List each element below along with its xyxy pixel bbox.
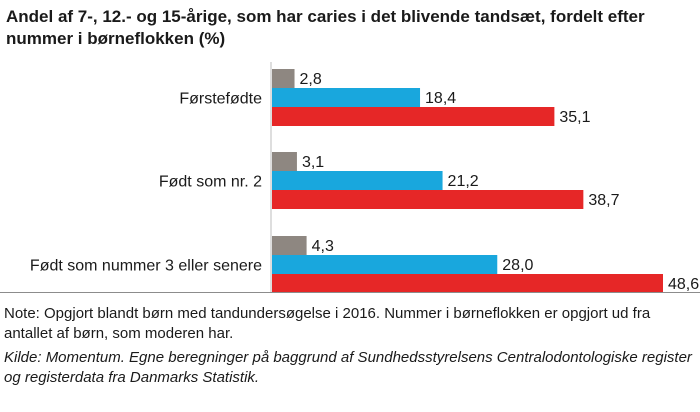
bar: [272, 88, 421, 107]
bar-value-label: 21,2: [448, 173, 479, 190]
chart-note: Note: Opgjort blandt børn med tandunders…: [4, 305, 651, 342]
bar-value-label: 48,6: [668, 276, 699, 292]
category-label: Førstefødte: [179, 91, 262, 108]
bar: [272, 274, 663, 292]
bar-value-label: 28,0: [502, 257, 533, 274]
footnotes: Note: Opgjort blandt børn med tandunders…: [0, 292, 700, 388]
bar: [272, 69, 295, 88]
category-label: Født som nr. 2: [159, 174, 262, 191]
bar-value-label: 35,1: [559, 109, 590, 126]
chart-title: Andel af 7-, 12.- og 15-årige, som har c…: [6, 7, 645, 48]
bar-chart: Førstefødte 2,8 18,4 35,1 Født som nr. 2 3,1 2…: [30, 62, 699, 292]
bar: [272, 236, 307, 255]
bar: [272, 255, 498, 274]
bar-value-label: 2,8: [300, 71, 322, 88]
bar-value-label: 3,1: [302, 154, 324, 171]
bar-value-label: 18,4: [425, 90, 456, 107]
bar-value-label: 4,3: [312, 238, 334, 255]
chart-source: Kilde: Momentum. Egne beregninger på bag…: [4, 349, 692, 386]
bar: [272, 152, 297, 171]
bar: [272, 190, 584, 209]
bar: [272, 107, 555, 126]
bar-value-label: 38,7: [588, 192, 619, 209]
bar: [272, 171, 443, 190]
category-label: Født som nummer 3 eller senere: [30, 258, 262, 275]
